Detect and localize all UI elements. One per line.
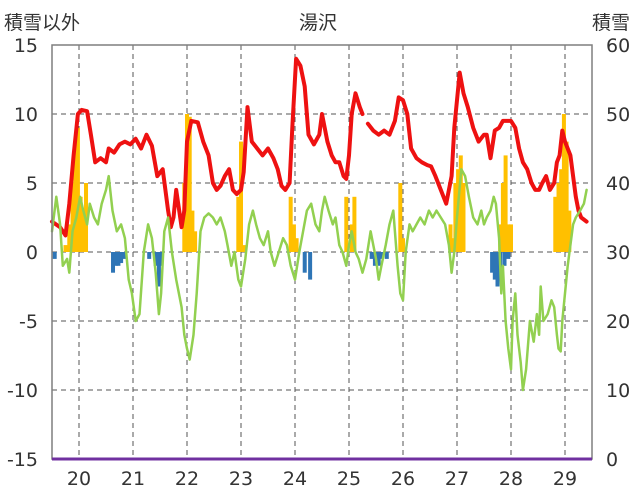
snowfall-bar — [561, 114, 566, 252]
negative-bar — [379, 252, 384, 259]
negative-bar — [147, 252, 152, 259]
lines-layer — [50, 56, 589, 392]
right-tick-label: 10 — [606, 380, 630, 402]
snowfall-bar — [553, 196, 558, 252]
negative-bar — [369, 252, 374, 259]
left-tick-label: 15 — [14, 35, 38, 57]
snowfall-bar — [236, 196, 241, 252]
temperature-line — [50, 56, 589, 238]
negative-bar — [116, 252, 121, 266]
x-tick-label: 26 — [391, 468, 415, 490]
left-tick-label: 0 — [26, 242, 38, 264]
negative-bar — [159, 252, 164, 266]
left-tick-label: -10 — [7, 380, 38, 402]
negative-bar — [506, 252, 511, 259]
snowfall-bar — [509, 224, 513, 252]
negative-bar — [111, 252, 116, 273]
snowfall-bar — [453, 183, 458, 252]
x-tick-label: 28 — [499, 468, 523, 490]
snowfall-bar — [78, 196, 83, 252]
x-tick-label: 27 — [445, 468, 469, 490]
left-tick-label: 10 — [14, 104, 38, 126]
negative-bar — [52, 252, 57, 259]
right-tick-label: 0 — [606, 449, 618, 471]
left-tick-label: -5 — [19, 311, 38, 333]
x-tick-label: 20 — [67, 468, 91, 490]
snowfall-bar — [241, 245, 246, 252]
right-axis-label: 積雪 — [591, 12, 630, 34]
snowfall-bar — [564, 141, 569, 252]
snowfall-bar — [187, 116, 192, 252]
x-tick-label: 21 — [121, 468, 145, 490]
snowfall-bar — [506, 224, 511, 252]
chart-title: 湯沢 — [298, 12, 337, 34]
negative-bar — [502, 252, 507, 266]
snowfall-bar — [63, 245, 68, 252]
snowfall-bar — [559, 169, 564, 252]
snowfall-bar — [81, 210, 86, 252]
negative-bar — [490, 252, 495, 273]
snowfall-bar — [450, 238, 455, 252]
negative-bar — [308, 252, 313, 280]
left-tick-label: 5 — [26, 173, 38, 195]
left-axis-label: 積雪以外 — [4, 12, 81, 34]
x-tick-label: 22 — [175, 468, 199, 490]
negative-bar — [495, 252, 500, 287]
snowfall-bar — [344, 196, 349, 252]
snow-depth-line — [50, 167, 588, 392]
snowfall-bar — [458, 155, 463, 252]
snowfall-bar — [567, 210, 572, 252]
snowfall-bar — [239, 141, 243, 252]
negative-bar — [113, 252, 118, 266]
negative-bar — [492, 252, 497, 280]
negative-bar — [122, 252, 127, 259]
right-tick-label: 50 — [606, 104, 630, 126]
right-tick-label: 30 — [606, 242, 630, 264]
negative-bar — [119, 252, 124, 264]
snowfall-bar — [73, 141, 78, 252]
left-tick-label: -15 — [7, 449, 38, 471]
snowfall-bar — [75, 127, 80, 252]
negative-bar — [156, 252, 161, 287]
snowfall-bar — [67, 224, 72, 252]
snowfall-bar — [503, 155, 508, 252]
right-tick-label: 40 — [606, 173, 630, 195]
snowfall-bar — [500, 183, 505, 252]
negative-bar — [384, 252, 389, 259]
snowfall-bar — [352, 196, 357, 252]
x-tick-label: 25 — [337, 468, 361, 490]
snowfall-bar — [401, 238, 405, 252]
snowfall-bar — [398, 183, 403, 252]
snowfall-bar — [448, 224, 453, 252]
x-tick-label: 24 — [283, 468, 307, 490]
snowfall-bar — [193, 231, 198, 252]
negative-bar — [302, 252, 307, 273]
snowfall-bar — [294, 238, 299, 252]
snowfall-bar — [291, 224, 296, 252]
snowfall-bar — [288, 196, 293, 252]
x-tick-label: 29 — [553, 468, 577, 490]
snowfall-bar — [556, 183, 561, 252]
snowfall-bar — [70, 183, 75, 252]
snowfall-bar — [461, 183, 466, 252]
right-tick-label: 60 — [606, 35, 630, 57]
negative-bar — [376, 252, 381, 266]
right-tick-label: 20 — [606, 311, 630, 333]
x-tick-label: 23 — [229, 468, 253, 490]
snowfall-bar — [190, 210, 195, 252]
negative-bar — [153, 252, 158, 266]
